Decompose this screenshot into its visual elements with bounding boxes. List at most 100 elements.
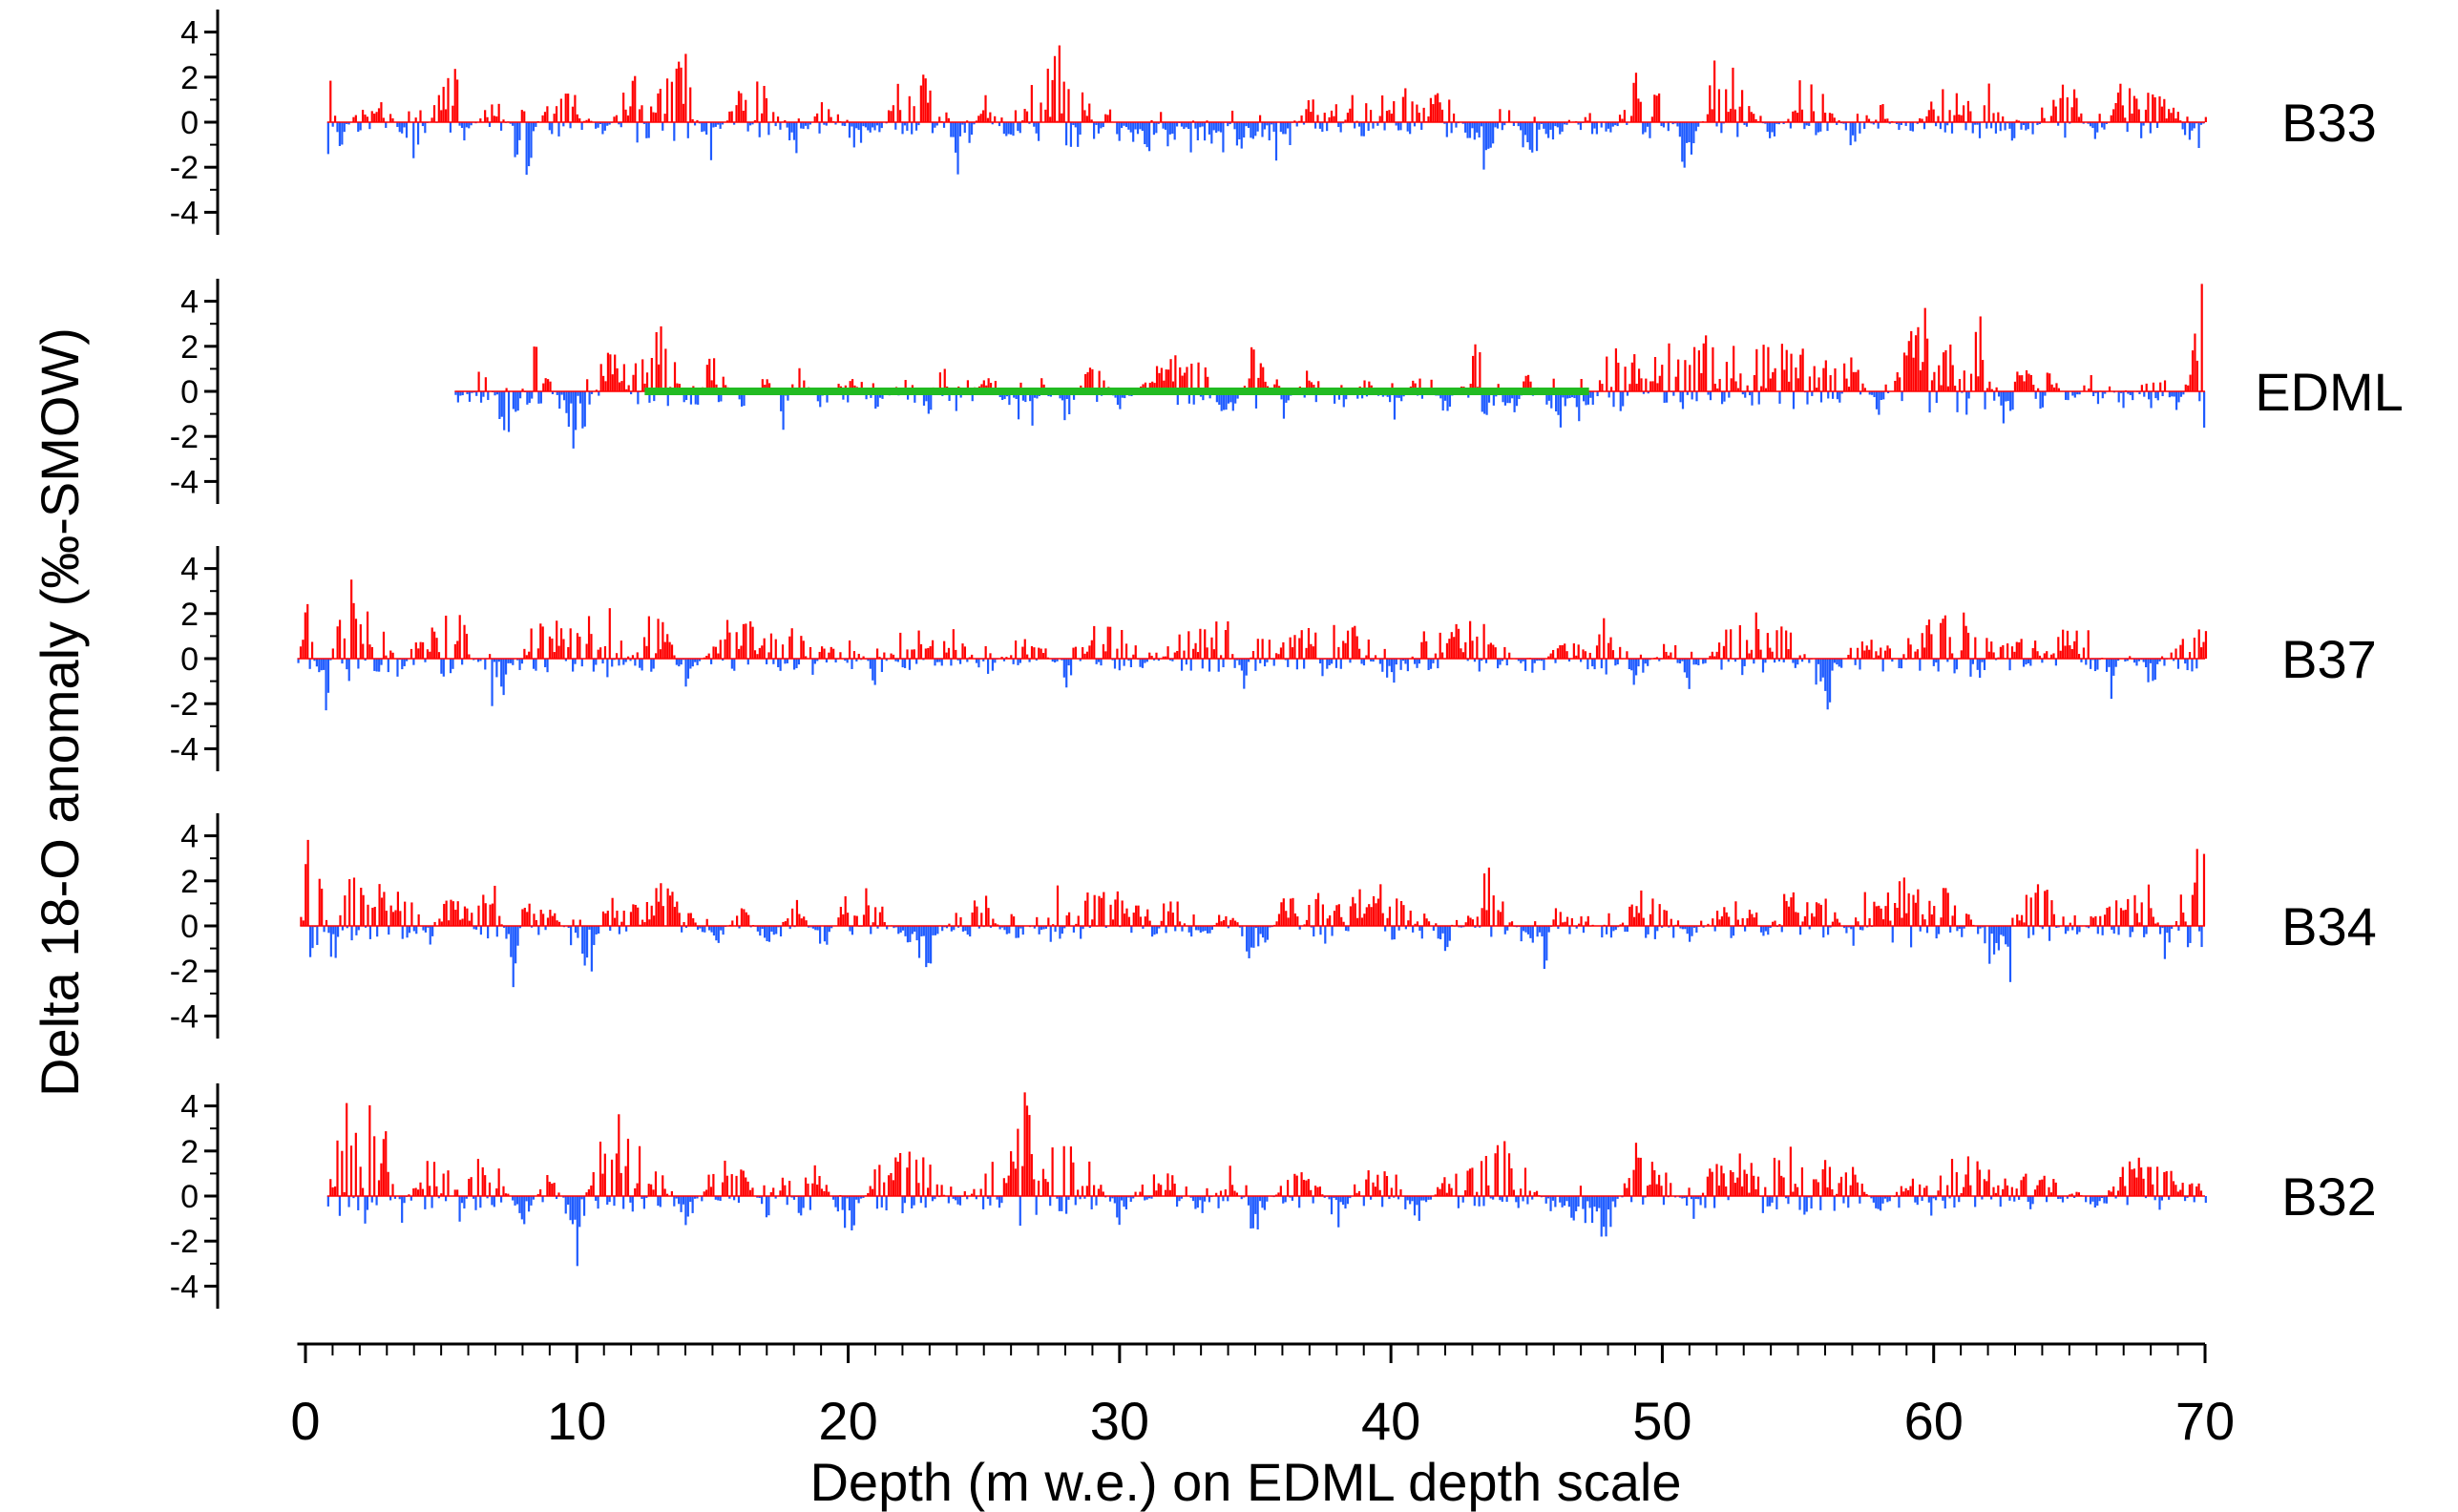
- bar: [797, 118, 800, 122]
- bar: [2062, 916, 2065, 926]
- bar: [1754, 118, 1757, 122]
- bar: [1956, 926, 1959, 932]
- bar: [1186, 367, 1188, 391]
- bar: [391, 912, 395, 926]
- bar: [728, 111, 731, 122]
- bar: [2140, 902, 2143, 926]
- bar: [935, 1184, 938, 1196]
- bar: [488, 1182, 492, 1196]
- bar: [809, 1196, 811, 1210]
- bar: [1052, 924, 1055, 926]
- bar: [901, 1196, 904, 1214]
- bar: [2091, 917, 2095, 926]
- bar: [1223, 391, 1226, 410]
- bar: [1334, 659, 1338, 668]
- bar: [642, 637, 646, 659]
- bar: [329, 80, 332, 122]
- bar: [2140, 1167, 2143, 1196]
- bar: [1340, 916, 1343, 926]
- bar: [1318, 122, 1322, 129]
- bar: [1469, 917, 1472, 926]
- bar: [433, 631, 436, 659]
- bar: [396, 659, 399, 677]
- bar: [1040, 926, 1043, 931]
- bar: [385, 911, 388, 926]
- bar: [1881, 919, 1885, 926]
- bar: [331, 122, 334, 127]
- bar: [481, 1166, 484, 1196]
- bar: [1533, 116, 1536, 122]
- bar: [1713, 384, 1716, 391]
- bar: [657, 901, 661, 926]
- bar: [1302, 1180, 1306, 1196]
- bar: [1461, 122, 1464, 124]
- bar: [484, 903, 487, 926]
- bar: [1109, 904, 1112, 926]
- bar: [1389, 391, 1392, 403]
- bar: [364, 659, 367, 662]
- bar: [876, 648, 879, 659]
- bar: [1677, 359, 1680, 391]
- bar: [2069, 1194, 2071, 1196]
- bar: [622, 1196, 625, 1209]
- bar: [1743, 659, 1746, 666]
- bar: [813, 659, 816, 664]
- bar: [1305, 647, 1308, 659]
- bar: [1880, 391, 1882, 401]
- bar: [1492, 122, 1495, 144]
- bar: [1630, 659, 1633, 671]
- bar: [437, 1196, 440, 1199]
- bar: [1923, 647, 1926, 659]
- bar: [447, 1170, 450, 1196]
- bar: [828, 1191, 830, 1196]
- bar: [2094, 391, 2097, 393]
- bar: [1445, 1192, 1448, 1196]
- bar: [1967, 391, 1970, 399]
- bar: [694, 391, 697, 405]
- bar: [655, 332, 658, 391]
- bar: [701, 1196, 704, 1202]
- bar: [1764, 659, 1767, 663]
- bar: [703, 122, 705, 132]
- bar: [1722, 645, 1726, 659]
- bar: [772, 1187, 775, 1196]
- bar: [1489, 1196, 1492, 1199]
- bar: [2082, 647, 2085, 659]
- bar: [2043, 653, 2046, 659]
- bar: [1113, 1196, 1116, 1204]
- bar: [1342, 921, 1345, 926]
- bar: [1754, 612, 1757, 659]
- bar: [1751, 914, 1754, 926]
- bar: [1886, 118, 1889, 122]
- bar: [495, 659, 498, 678]
- bar: [2166, 926, 2169, 934]
- bar: [1607, 391, 1610, 398]
- bar: [575, 391, 578, 430]
- bar: [512, 659, 515, 665]
- bar: [1733, 659, 1737, 662]
- bar: [1300, 115, 1303, 122]
- bar: [588, 391, 591, 405]
- bar: [1845, 378, 1848, 391]
- bar: [2150, 908, 2153, 926]
- bar: [320, 659, 323, 671]
- bar: [743, 909, 746, 926]
- bar: [1344, 642, 1347, 659]
- bar: [2070, 1193, 2073, 1196]
- bar: [1479, 926, 1481, 928]
- bar: [503, 391, 506, 430]
- bar: [1619, 391, 1622, 411]
- bar: [535, 122, 537, 127]
- bar: [874, 391, 877, 410]
- bar: [493, 116, 495, 122]
- bar: [1718, 919, 1721, 926]
- bar: [1849, 1185, 1852, 1196]
- bar: [539, 1188, 542, 1196]
- bar: [1139, 1191, 1142, 1196]
- bar: [1607, 913, 1610, 926]
- bar: [1124, 643, 1128, 659]
- bar: [1333, 116, 1335, 122]
- bar: [855, 915, 858, 926]
- bar: [1000, 1196, 1003, 1204]
- bar: [917, 926, 921, 958]
